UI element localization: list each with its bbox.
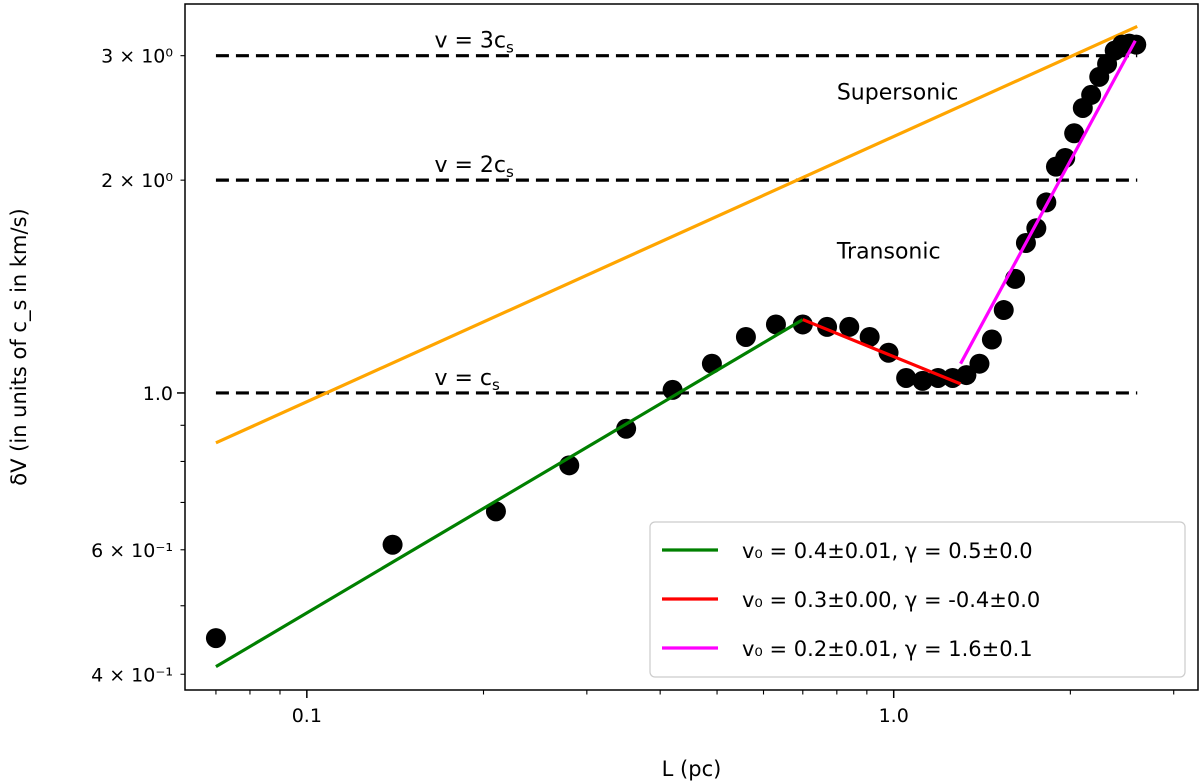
legend-entry-3: v₀ = 0.2±0.01, γ = 1.6±0.1 xyxy=(742,637,1033,661)
y-tick-label: 2 × 10⁰ xyxy=(101,170,173,192)
data-point xyxy=(792,314,813,335)
data-point xyxy=(205,628,226,649)
x-tick-label: 1.0 xyxy=(879,705,909,727)
data-point xyxy=(981,329,1002,350)
axes: 0.1 1.0 4 × 10⁻¹ 6 × 10⁻¹ 1.0 2 × 10⁰ 3 × 10⁰ L… xyxy=(7,3,1199,781)
data-point xyxy=(1081,84,1102,105)
legend-entry-2: v₀ = 0.3±0.00, γ = -0.4±0.0 xyxy=(742,588,1040,612)
data-point xyxy=(912,370,933,391)
y-tick-label: 1.0 xyxy=(143,383,173,405)
data-point xyxy=(382,534,403,555)
hline-label-2: v = 2cs xyxy=(434,153,514,181)
data-point xyxy=(616,418,637,439)
fit-line-1 xyxy=(215,318,804,669)
reference-line xyxy=(215,24,1138,445)
hline-label-1: v = cs xyxy=(434,366,500,394)
x-axis-label: L (pc) xyxy=(662,757,722,781)
plot-area: v = cs v = 2cs v = 3cs Supersonic Transonic xyxy=(205,24,1147,669)
annotation-supersonic: Supersonic xyxy=(837,81,959,106)
data-point xyxy=(956,365,977,386)
data-point xyxy=(1064,123,1085,144)
data-point xyxy=(859,326,880,347)
x-tick-label: 0.1 xyxy=(292,705,322,727)
data-point xyxy=(839,316,860,337)
y-tick-label: 4 × 10⁻¹ xyxy=(91,664,173,686)
legend: v₀ = 0.4±0.01, γ = 0.5±0.0 v₀ = 0.3±0.00,… xyxy=(649,521,1186,678)
fit-line-2 xyxy=(802,318,962,386)
y-axis-label: δV (in units of c_s in km/s) xyxy=(7,208,32,485)
data-point xyxy=(765,314,786,335)
data-point xyxy=(993,300,1014,321)
legend-entry-1: v₀ = 0.4±0.01, γ = 0.5±0.0 xyxy=(742,539,1033,563)
y-tick-label: 3 × 10⁰ xyxy=(101,46,173,68)
data-point xyxy=(735,326,756,347)
annotation-transonic: Transonic xyxy=(836,239,941,264)
hline-label-3: v = 3cs xyxy=(434,29,514,57)
legend-box xyxy=(649,521,1186,678)
y-tick-label: 6 × 10⁻¹ xyxy=(91,540,173,562)
plot-frame xyxy=(184,3,1199,691)
fit-line-3 xyxy=(959,39,1137,365)
data-point xyxy=(969,353,990,374)
data-point xyxy=(485,501,506,522)
data-point xyxy=(896,367,917,388)
